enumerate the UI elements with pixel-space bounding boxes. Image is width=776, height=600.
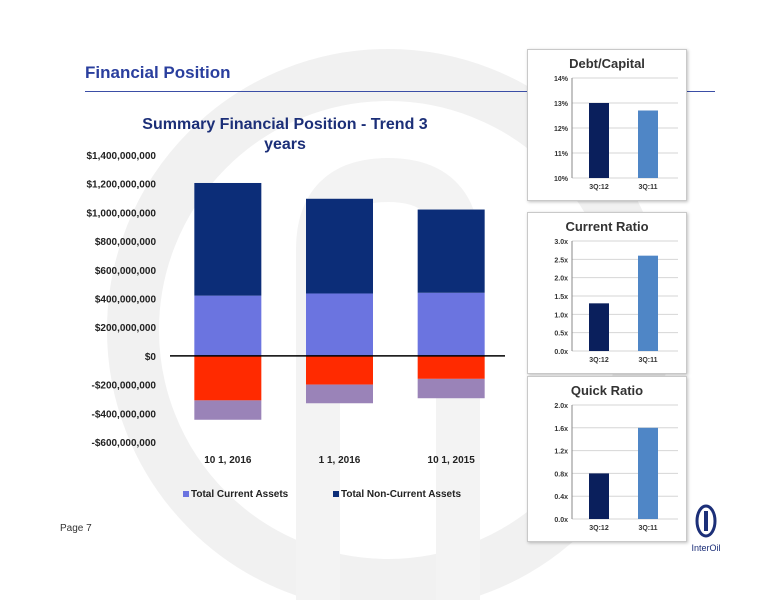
bar-segment	[306, 198, 373, 294]
y-tick-label: $600,000,000	[95, 266, 157, 277]
y-tick-label: 2.0x	[554, 276, 568, 283]
y-tick-label: $1,000,000,000	[86, 208, 156, 219]
bar-segment	[194, 355, 262, 401]
bar	[589, 103, 609, 178]
y-tick-label: $200,000,000	[95, 323, 157, 334]
legend-label: Total Non-Current Assets	[341, 489, 461, 500]
y-tick-label: 13%	[554, 101, 569, 108]
legend-swatch	[333, 491, 339, 497]
title-divider	[85, 91, 715, 92]
summary-financial-position-chart: Summary Financial Position - Trend 3 year…	[86, 116, 505, 500]
bar-segment	[194, 295, 262, 356]
x-tick-label: 3Q:12	[589, 184, 609, 191]
x-tick-label: 3Q:11	[638, 184, 657, 191]
bar-segment	[417, 292, 485, 356]
x-tick-label: 3Q:11	[638, 525, 657, 532]
y-tick-label: 11%	[554, 151, 568, 158]
slide-title: Financial Position	[85, 63, 231, 82]
bar-segment	[417, 209, 485, 293]
y-tick-label: 1.2x	[554, 449, 568, 456]
x-tick-label: 3Q:12	[589, 357, 609, 364]
bar	[589, 473, 609, 519]
y-tick-label: 0.0x	[554, 517, 568, 524]
interoil-logo: InterOil	[691, 504, 721, 553]
mini-chart-title: Debt/Capital	[569, 56, 645, 71]
bar	[638, 427, 658, 519]
bar-segment	[194, 182, 262, 296]
bar-segment	[417, 378, 485, 399]
y-tick-label: 3.0x	[554, 239, 568, 246]
y-tick-label: -$600,000,000	[91, 438, 156, 449]
x-tick-label: 1 1, 2016	[319, 455, 361, 466]
y-tick-label: 0.8x	[554, 471, 568, 478]
y-tick-label: 0.0x	[554, 349, 568, 356]
chart-title-line: years	[264, 136, 306, 153]
bar-segment	[306, 293, 373, 356]
y-tick-label: -$200,000,000	[91, 381, 156, 392]
logo-wordmark: InterOil	[691, 543, 720, 553]
x-tick-label: 10 1, 2016	[204, 455, 252, 466]
current-ratio-panel: Current Ratio 3.0x 2.5x 2.0x 1.5x 1.0x 0.5x 0.0…	[527, 212, 687, 374]
y-tick-label: 0.5x	[554, 331, 568, 338]
page-number: Page 7	[60, 523, 92, 534]
x-tick-label: 10 1, 2015	[428, 455, 476, 466]
y-tick-label: 1.0x	[554, 312, 568, 319]
bar	[638, 255, 658, 351]
x-tick-label: 3Q:11	[638, 357, 657, 364]
y-tick-label: 2.0x	[554, 403, 568, 410]
quick-ratio-panel: Quick Ratio 2.0x 1.6x 1.2x 0.8x 0.4x 0.0x 3Q:12…	[527, 376, 687, 542]
y-tick-label: $1,400,000,000	[86, 151, 156, 162]
current-ratio-chart: Current Ratio 3.0x 2.5x 2.0x 1.5x 1.0x 0.5x 0.0…	[554, 219, 678, 364]
debt-capital-panel: Debt/Capital 14% 13% 12% 11% 10% 3Q:12 3Q:11	[527, 49, 687, 201]
y-tick-label: $0	[145, 352, 157, 363]
mini-chart-title: Quick Ratio	[571, 383, 643, 398]
y-tick-label: 2.5x	[554, 257, 568, 264]
bar	[589, 303, 609, 351]
legend-swatch	[183, 491, 189, 497]
bar-segment	[306, 384, 373, 404]
chart-title-line: Summary Financial Position - Trend 3	[142, 116, 428, 133]
y-tick-label: 0.4x	[554, 494, 568, 501]
y-tick-label: $400,000,000	[95, 295, 157, 306]
bar	[638, 110, 658, 178]
y-tick-label: 1.6x	[554, 426, 568, 433]
y-tick-label: 10%	[554, 176, 569, 183]
mini-chart-title: Current Ratio	[565, 219, 648, 234]
y-tick-label: 12%	[554, 126, 569, 133]
legend-label: Total Current Assets	[191, 489, 289, 500]
bar-segment	[306, 355, 373, 385]
bar-segment	[194, 400, 262, 420]
x-tick-label: 3Q:12	[589, 525, 609, 532]
bar-segment	[417, 355, 485, 379]
y-tick-label: 1.5x	[554, 294, 568, 301]
y-tick-label: $800,000,000	[95, 237, 157, 248]
y-tick-label: $1,200,000,000	[86, 180, 156, 191]
y-tick-label: -$400,000,000	[91, 409, 156, 420]
y-tick-label: 14%	[554, 76, 569, 83]
